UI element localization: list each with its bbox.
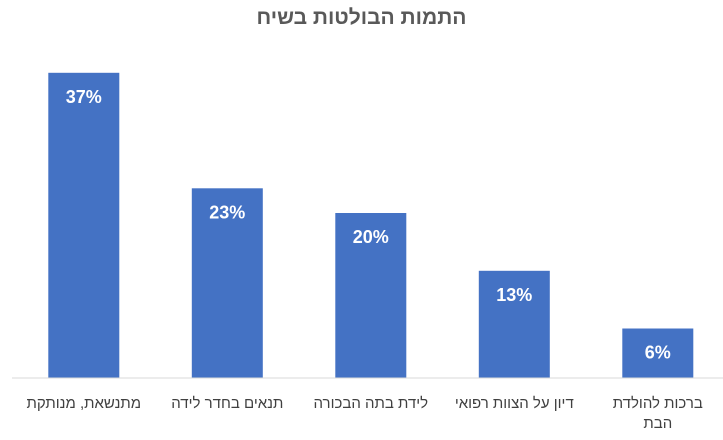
data-label-3: 20% bbox=[353, 227, 389, 247]
bar-4 bbox=[478, 270, 550, 379]
bar-3 bbox=[335, 213, 407, 378]
data-label-2: 23% bbox=[209, 202, 245, 222]
bar-5 bbox=[622, 328, 694, 378]
chart-title: התמות הבולטות בשיח bbox=[256, 6, 467, 29]
bar-1 bbox=[48, 72, 120, 379]
data-label-4: 13% bbox=[496, 285, 532, 305]
data-label-1: 37% bbox=[66, 87, 102, 107]
category-label-5-line-1: ברכות להולדת bbox=[613, 395, 703, 412]
category-label-3: לידת בתה הבכורה bbox=[314, 395, 429, 412]
category-label-1: מתנשאת, מנותקת bbox=[27, 395, 142, 412]
category-labels-layer: מתנשאת, מנותקת תנאים בחדר לידה לידת בתה הב… bbox=[27, 395, 703, 432]
category-label-2: תנאים בחדר לידה bbox=[171, 395, 283, 412]
category-label-4: דיון על הצוות רפואי bbox=[455, 395, 574, 412]
bar-2 bbox=[191, 188, 263, 379]
data-label-5: 6% bbox=[645, 343, 671, 363]
category-label-5-line-2: הבת bbox=[643, 415, 672, 432]
bars-layer: 37% 23% 20% 13% 6% bbox=[48, 72, 694, 379]
